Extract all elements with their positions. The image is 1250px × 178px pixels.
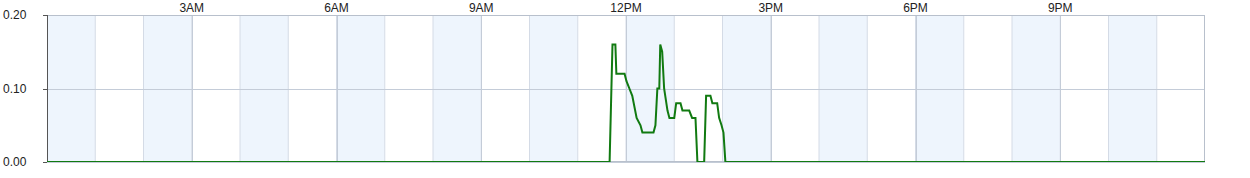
band <box>144 15 192 162</box>
x-tick-label: 12PM <box>610 1 641 15</box>
y-grid <box>47 162 1205 163</box>
hour-line <box>191 15 192 162</box>
x-grid <box>192 15 193 162</box>
hour-line <box>1012 15 1013 162</box>
band <box>1012 15 1060 162</box>
x-grid <box>481 15 482 162</box>
band <box>288 15 336 162</box>
chart: 3AM 6AM 9AM 12PM 3PM 6PM 9PM 0.00 0.10 0.20 <box>0 0 1250 178</box>
hour-line <box>770 15 771 162</box>
x-grid <box>1060 15 1061 162</box>
x-grid <box>916 15 917 162</box>
band <box>626 15 674 162</box>
hour-line <box>867 15 868 162</box>
band <box>95 15 143 162</box>
hour-line <box>722 15 723 162</box>
y-tick-label: 0.10 <box>3 82 27 96</box>
hour-line <box>1108 15 1109 162</box>
bands <box>47 15 1205 162</box>
hour-line <box>577 15 578 162</box>
band <box>47 15 95 162</box>
band <box>337 15 385 162</box>
hour-line <box>915 15 916 162</box>
band <box>192 15 240 162</box>
x-tick-label: 3PM <box>758 1 783 15</box>
band <box>916 15 964 162</box>
hour-line <box>674 15 675 162</box>
hour-line <box>529 15 530 162</box>
hour-line <box>963 15 964 162</box>
hour-line <box>336 15 337 162</box>
y-tick-label: 0.00 <box>3 155 27 169</box>
hour-line <box>819 15 820 162</box>
plot-area <box>47 44 1205 162</box>
band <box>1157 15 1205 162</box>
y-tick <box>43 162 47 163</box>
y-tick <box>43 89 47 90</box>
hour-line <box>626 15 627 162</box>
hour-line <box>95 15 96 162</box>
band <box>530 15 578 162</box>
hour-line <box>1156 15 1157 162</box>
band <box>723 15 771 162</box>
band <box>674 15 722 162</box>
band <box>578 15 626 162</box>
band <box>1109 15 1157 162</box>
x-tick-label: 6AM <box>324 1 349 15</box>
y-grid <box>47 89 1205 90</box>
band <box>385 15 433 162</box>
x-tick-label: 3AM <box>179 1 204 15</box>
hour-line <box>481 15 482 162</box>
band <box>819 15 867 162</box>
x-grid <box>626 15 627 162</box>
band <box>867 15 915 162</box>
x-tick-label: 9PM <box>1048 1 1073 15</box>
hour-line <box>143 15 144 162</box>
y-tick <box>43 15 47 16</box>
y-axis <box>47 15 48 162</box>
x-grid <box>337 15 338 162</box>
hour-line <box>240 15 241 162</box>
plot-frame <box>48 16 1205 162</box>
band <box>964 15 1012 162</box>
series-line <box>47 44 1205 162</box>
hour-line <box>288 15 289 162</box>
band <box>240 15 288 162</box>
band <box>1060 15 1108 162</box>
band <box>481 15 529 162</box>
x-tick-label: 6PM <box>903 1 928 15</box>
band <box>771 15 819 162</box>
hour-line <box>433 15 434 162</box>
hour-line <box>1060 15 1061 162</box>
band <box>433 15 481 162</box>
x-grid <box>771 15 772 162</box>
y-tick-label: 0.20 <box>3 8 27 22</box>
hour-line <box>384 15 385 162</box>
x-tick-label: 9AM <box>469 1 494 15</box>
